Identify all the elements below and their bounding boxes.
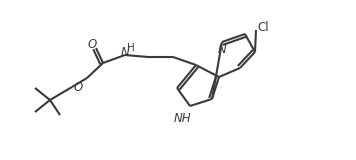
Text: O: O	[73, 80, 83, 93]
Text: N: N	[218, 43, 226, 56]
Text: Cl: Cl	[257, 20, 269, 33]
Text: N: N	[121, 45, 129, 59]
Text: O: O	[87, 37, 96, 51]
Text: H: H	[127, 43, 135, 53]
Text: NH: NH	[174, 112, 192, 124]
